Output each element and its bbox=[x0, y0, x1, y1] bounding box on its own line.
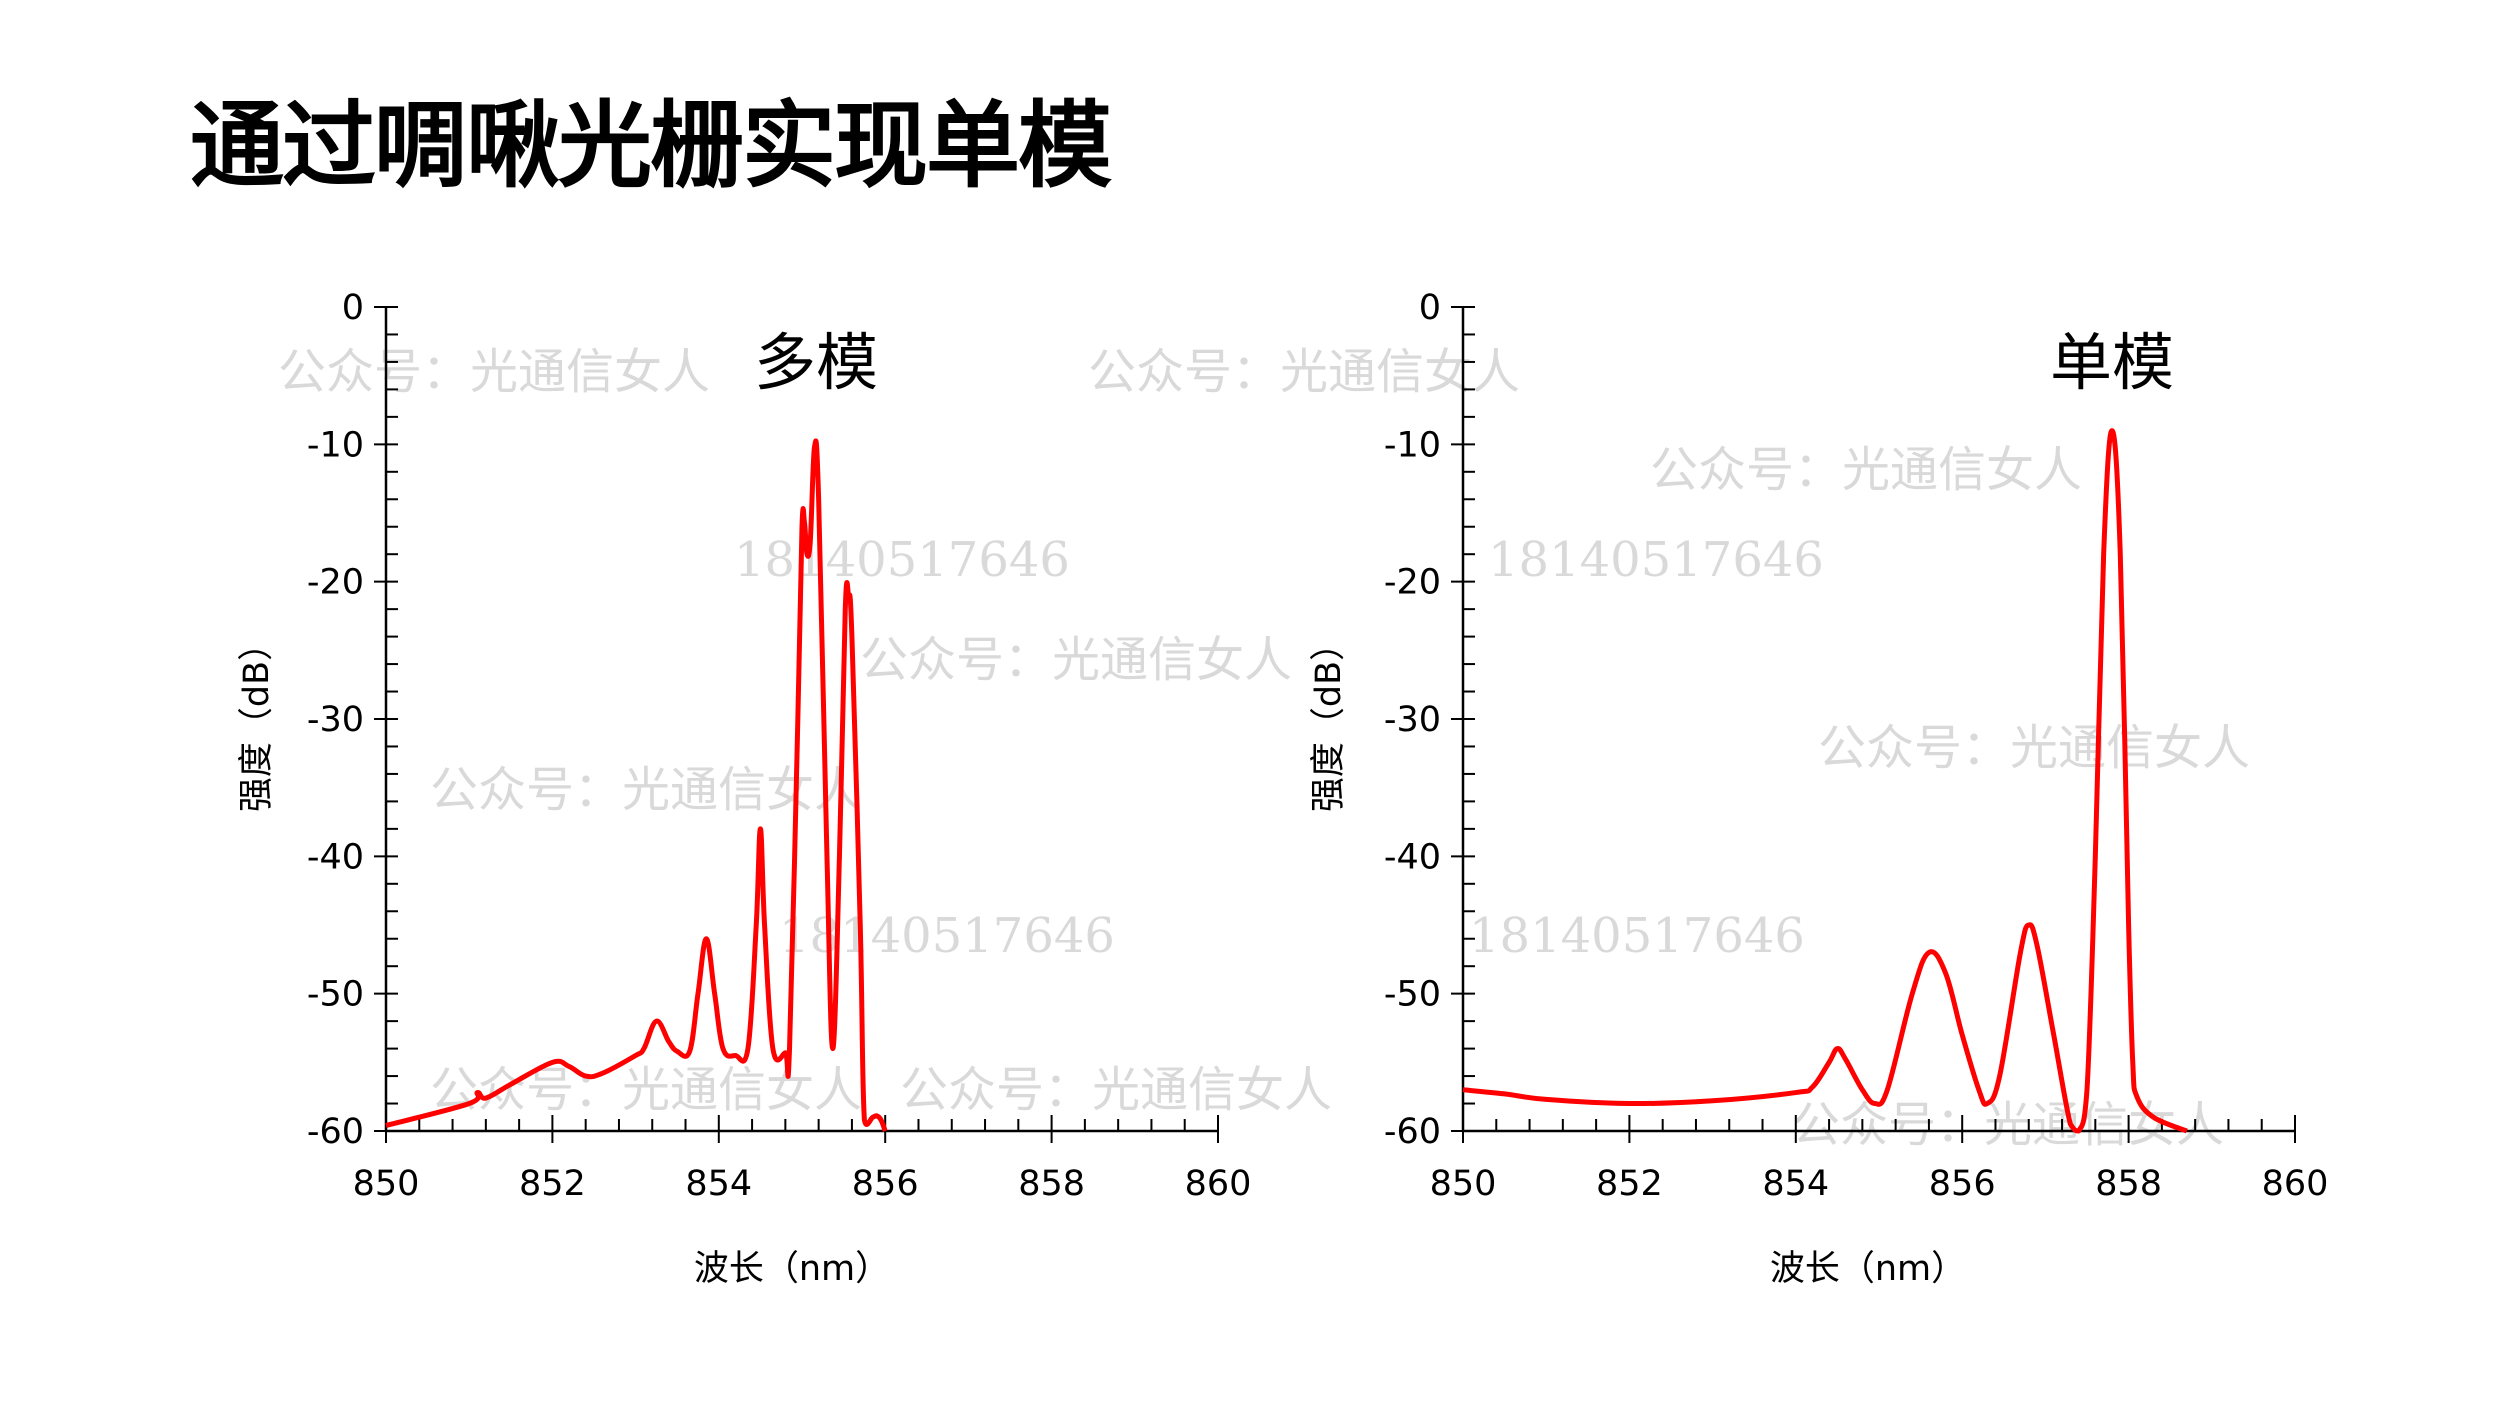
chart-multimode: 0 -10 -20 -30 -40 -50 -60 850 852 854 856 858 860 多模波… bbox=[237, 288, 1251, 1289]
watermark-phone: 18140517646 bbox=[734, 532, 1070, 588]
x-tick-label: 850 bbox=[1430, 1164, 1497, 1204]
chart-title: 多模 bbox=[754, 326, 878, 399]
x-axis-label: 波长（nm） bbox=[1770, 1249, 1966, 1289]
page-title: 通过啁啾光栅实现单模 bbox=[190, 92, 1112, 201]
y-tick-label: 0 bbox=[342, 288, 364, 328]
watermark-text: 公众号：光通信女人 bbox=[1650, 442, 2082, 498]
x-tick-label: 856 bbox=[1929, 1164, 1996, 1204]
watermark-text: 公众号：光通信女人 bbox=[278, 344, 710, 400]
x-tick-label: 852 bbox=[1596, 1164, 1663, 1204]
x-tick-label: 858 bbox=[1018, 1164, 1085, 1204]
y-tick-label: -20 bbox=[1384, 563, 1441, 603]
y-tick-label: 0 bbox=[1419, 288, 1441, 328]
y-tick-label: -30 bbox=[1384, 700, 1441, 740]
y-tick-label: -60 bbox=[1384, 1112, 1441, 1152]
x-tick-label: 854 bbox=[685, 1164, 752, 1204]
watermark-text: 公众号：光通信女人 bbox=[1088, 344, 1520, 400]
y-tick-label: -40 bbox=[1384, 837, 1441, 877]
watermark-phone: 18140517646 bbox=[1488, 532, 1824, 588]
watermark-text: 公众号：光通信女人 bbox=[900, 1062, 1332, 1118]
y-axis-label: 强度（dB） bbox=[237, 626, 277, 812]
watermark-text: 公众号：光通信女人 bbox=[1818, 720, 2250, 776]
x-tick-label: 852 bbox=[519, 1164, 586, 1204]
series-line-多模 bbox=[385, 438, 888, 1132]
watermark-text: 公众号：光通信女人 bbox=[860, 632, 1292, 688]
x-axis-label: 波长（nm） bbox=[694, 1249, 890, 1289]
y-tick-label: -50 bbox=[307, 975, 364, 1015]
y-tick-label: -50 bbox=[1384, 975, 1441, 1015]
y-tick-label: -20 bbox=[307, 563, 364, 603]
watermark-text: 公众号：光通信女人 bbox=[430, 1062, 862, 1118]
y-tick-label: -60 bbox=[307, 1112, 364, 1152]
x-tick-label: 854 bbox=[1762, 1164, 1829, 1204]
x-tick-label: 860 bbox=[1185, 1164, 1252, 1204]
y-axis-label: 强度（dB） bbox=[1309, 626, 1349, 812]
watermarks: 公众号：光通信女人 公众号：光通信女人公众号：光通信女人公众号：光通信女人公众号：… bbox=[278, 344, 2250, 1153]
y-tick-label: -30 bbox=[307, 700, 364, 740]
series-line-单模 bbox=[1462, 428, 2188, 1134]
watermark-phone: 18140517646 bbox=[1469, 908, 1805, 964]
y-tick-label: -10 bbox=[1384, 425, 1441, 465]
watermark-text: 公众号：光通信女人 bbox=[1792, 1097, 2224, 1153]
y-tick-label: -10 bbox=[307, 425, 364, 465]
x-tick-label: 858 bbox=[2095, 1164, 2162, 1204]
watermark-text: 公众号：光通信女人 bbox=[430, 762, 862, 818]
x-tick-label: 860 bbox=[2262, 1164, 2329, 1204]
x-tick-label: 856 bbox=[852, 1164, 919, 1204]
chart-singlemode: 0 -10 -20 -30 -40 -50 -60 850 852 854 856 858 860 单模波… bbox=[1309, 288, 2328, 1289]
chart-title: 单模 bbox=[2050, 326, 2174, 399]
y-tick-label: -40 bbox=[307, 837, 364, 877]
x-tick-label: 850 bbox=[353, 1164, 420, 1204]
